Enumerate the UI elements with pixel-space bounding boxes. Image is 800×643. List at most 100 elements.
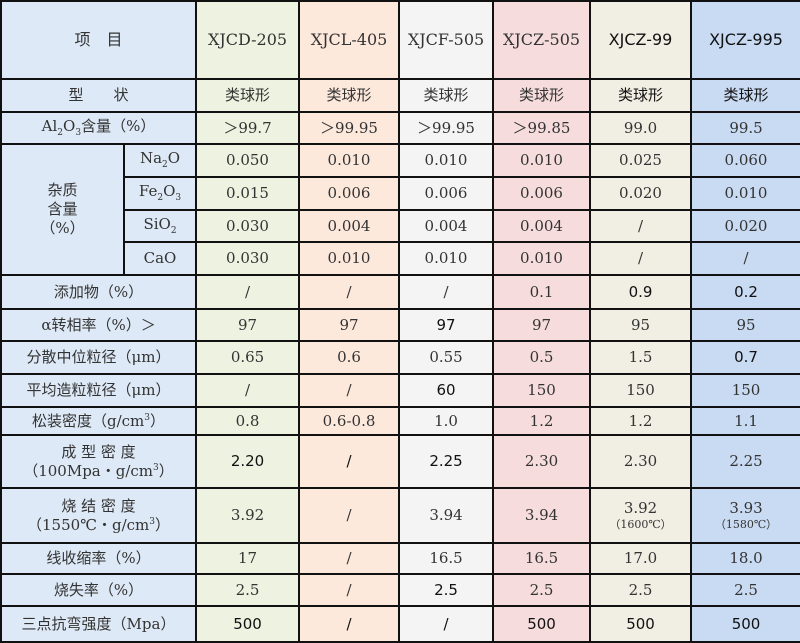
value-cell: 97 xyxy=(398,308,495,342)
label-text: Na xyxy=(139,149,163,168)
value-cell: 2.5 xyxy=(492,573,592,607)
value-cell: ＞99.95 xyxy=(398,111,495,145)
value-cell: 95 xyxy=(589,308,693,342)
value-text: 1.2 xyxy=(529,411,554,430)
value-cell: 2.25 xyxy=(398,434,495,489)
value-cell: 0.004 xyxy=(398,209,495,243)
row-label: α转相率（%）＞ xyxy=(0,308,198,342)
value-text: 0.030 xyxy=(226,216,269,235)
value-text: / xyxy=(346,580,352,599)
label-text: 含量（%） xyxy=(81,116,156,135)
value-cell: / xyxy=(398,605,495,643)
value-cell: ＞99.85 xyxy=(492,111,592,145)
value-cell: 0.050 xyxy=(195,143,301,178)
value-text: 0.006 xyxy=(520,184,563,203)
value-cell: 0.006 xyxy=(492,176,592,211)
table-row: 型 状 类球形 类球形 类球形 类球形 类球形 类球形 xyxy=(0,78,800,113)
label-text: Al xyxy=(41,116,58,135)
value-cell: 1.2 xyxy=(589,406,693,436)
value-cell: 0.55 xyxy=(398,340,495,375)
label-text: O xyxy=(163,182,176,201)
value-text: 2.20 xyxy=(230,452,265,471)
value-cell: 0.006 xyxy=(298,176,401,211)
value-cell: 类球形 xyxy=(492,78,592,113)
value-text: ＞99.95 xyxy=(320,118,378,137)
value-text: / xyxy=(346,282,352,301)
table-row: SiO2 0.030 0.004 0.004 0.004 / 0.020 xyxy=(1,209,800,243)
label-text: O xyxy=(167,149,181,168)
value-text: 0.010 xyxy=(424,151,468,170)
label-text: 平均造粒粒径（μm） xyxy=(26,381,171,400)
label-text: ） xyxy=(154,515,170,534)
table-row: 分散中位粒径（μm） 0.65 0.6 0.55 0.5 1.5 0.7 xyxy=(0,340,800,375)
value-text: ＞99.7 xyxy=(223,118,272,137)
label-text: 成 型 密 度 xyxy=(61,442,136,461)
row-label: 烧失率（%） xyxy=(0,573,198,607)
value-cell: / xyxy=(690,241,800,276)
value-cell: 0.010 xyxy=(398,241,495,276)
value-cell: 类球形 xyxy=(690,78,800,113)
value-cell: 99.0 xyxy=(589,111,693,145)
subscript: 2 xyxy=(162,160,168,171)
value-cell: 500 xyxy=(589,605,693,643)
row-label: 松装密度（g/cm3） xyxy=(0,406,198,436)
value-text: 1.5 xyxy=(628,348,653,367)
value-cell: 3.93 （1580℃） xyxy=(690,487,800,544)
value-cell: 0.8 xyxy=(195,406,301,436)
label-text: 三点抗弯强度（Mpa） xyxy=(21,614,176,633)
impurity-label: Na2O xyxy=(123,143,198,178)
value-text: 0.2 xyxy=(734,282,758,301)
value-cell: 2.5 xyxy=(589,573,693,607)
value-cell: 97 xyxy=(195,308,301,342)
value-text: 0.010 xyxy=(520,249,563,268)
value-text: 0.020 xyxy=(619,184,662,203)
value-text: 150 xyxy=(626,381,655,400)
value-cell: / xyxy=(298,434,401,489)
value-cell: 16.5 xyxy=(492,542,592,575)
value-text: 2.5 xyxy=(529,580,554,599)
header-label: 项 目 xyxy=(0,0,198,80)
value-text: 类球形 xyxy=(519,86,565,105)
row-label: 添加物（%） xyxy=(0,274,198,310)
value-text: 2.25 xyxy=(429,452,463,471)
product-header: XJCZ-995 xyxy=(690,0,800,80)
value-cell: 0.010 xyxy=(492,143,592,178)
table-row: 三点抗弯强度（Mpa） 500 / / 500 500 500 xyxy=(0,605,800,643)
subscript: 3 xyxy=(75,127,82,138)
value-text: 0.010 xyxy=(424,249,468,268)
value-cell: 0.6 xyxy=(298,340,401,375)
value-text: 2.30 xyxy=(623,452,658,471)
value-cell: 0.010 xyxy=(298,241,401,276)
value-cell: / xyxy=(298,573,401,607)
subscript: 2 xyxy=(57,127,64,138)
value-cell: ＞99.7 xyxy=(195,111,301,145)
table-row: 杂质 含量 （%） Na2O 0.050 0.010 0.010 0.010 0.025 0.… xyxy=(0,143,800,276)
value-text: 97 xyxy=(436,315,456,334)
value-cell: 2.20 xyxy=(195,434,301,489)
value-cell: 0.015 xyxy=(195,176,301,211)
value-cell: 2.5 xyxy=(398,573,495,607)
value-cell: 3.94 xyxy=(492,487,592,544)
label-text: ） xyxy=(150,411,166,430)
value-text: 0.010 xyxy=(520,151,563,170)
label-text: 烧失率（%） xyxy=(53,580,144,599)
value-cell: 97 xyxy=(492,308,592,342)
value-cell: 0.025 xyxy=(589,143,693,178)
value-cell: / xyxy=(589,241,693,276)
row-label: 型 状 xyxy=(0,78,198,113)
table-row: CaO 0.030 0.010 0.010 0.010 / / xyxy=(1,241,800,276)
label-text: 添加物（%） xyxy=(53,282,144,301)
value-text: / xyxy=(346,452,352,471)
value-cell: 0.004 xyxy=(298,209,401,243)
row-label: 三点抗弯强度（Mpa） xyxy=(0,605,198,643)
value-cell: 150 xyxy=(589,373,693,408)
value-text: 0.8 xyxy=(235,411,260,430)
value-text: 0.004 xyxy=(327,216,371,235)
value-cell: 17 xyxy=(195,542,301,575)
value-text: 0.050 xyxy=(226,151,269,170)
value-cell: 2.5 xyxy=(195,573,301,607)
value-text: / xyxy=(346,381,352,400)
supscript: 3 xyxy=(153,462,159,473)
table-row: 烧失率（%） 2.5 / 2.5 2.5 2.5 2.5 xyxy=(0,573,800,607)
product-header: XJCD-205 xyxy=(195,0,301,80)
